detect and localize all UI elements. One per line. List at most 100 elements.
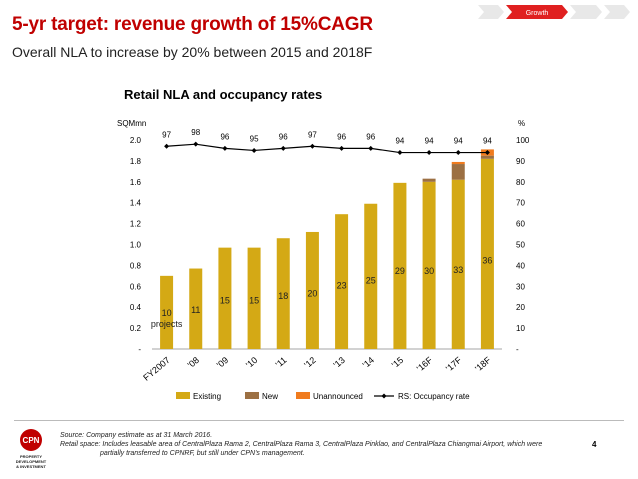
nav-step-growth[interactable] xyxy=(506,5,568,19)
x-tick-label: '09 xyxy=(215,355,230,370)
y-left-tick-label: 1.4 xyxy=(130,199,142,208)
bar-existing xyxy=(160,275,174,349)
legend-label: RS: Occupancy rate xyxy=(398,392,470,401)
y-right-tick-label: 100 xyxy=(516,136,530,145)
occupancy-label: 96 xyxy=(337,132,346,141)
x-tick-label: '18F xyxy=(473,355,493,374)
occupancy-point xyxy=(193,141,199,147)
page-number: 4 xyxy=(592,440,597,449)
y-right-tick-label: - xyxy=(516,345,519,354)
footnote-source: Source: Company estimate as at 31 March … xyxy=(60,432,213,439)
bar-existing xyxy=(218,247,232,349)
bar-project-count-label: 29 xyxy=(395,266,405,276)
bar-new xyxy=(422,178,436,182)
y-left-tick-label: 1.6 xyxy=(130,178,142,187)
y-left-tick-label: 0.2 xyxy=(130,324,142,333)
occupancy-point xyxy=(280,145,286,151)
legend-swatch-existing xyxy=(176,392,190,399)
nav-step-3[interactable] xyxy=(570,5,602,19)
nav-step-4[interactable] xyxy=(604,5,630,19)
x-tick-label: '11 xyxy=(274,355,289,370)
bar-project-count-label: 15 xyxy=(249,295,259,305)
occupancy-point xyxy=(455,150,461,156)
x-tick-label: '17F xyxy=(444,355,464,374)
y-left-tick-label: 0.8 xyxy=(130,261,142,270)
bar-project-count-label: 11 xyxy=(191,305,200,315)
bar-existing xyxy=(276,238,290,349)
occupancy-point xyxy=(426,150,432,156)
section-nav: Growth xyxy=(478,5,630,19)
bar-project-count-label: 10 xyxy=(162,308,172,318)
y-left-tick-label: 0.4 xyxy=(130,303,142,312)
bar-existing xyxy=(305,231,319,349)
footer-divider xyxy=(14,420,624,421)
nav-step-growth-label: Growth xyxy=(526,10,549,17)
bar-unannounced xyxy=(451,161,465,165)
bar-existing xyxy=(364,203,378,349)
y-left-tick-label: 1.8 xyxy=(130,157,142,166)
y-right-tick-label: 90 xyxy=(516,157,525,166)
cpn-logo-caption-3: & INVESTMENT xyxy=(16,464,46,469)
occupancy-label: 97 xyxy=(162,130,171,139)
bar-existing xyxy=(189,268,203,349)
bar-project-count-label: 18 xyxy=(278,291,288,301)
occupancy-point xyxy=(222,145,228,151)
bar-existing xyxy=(480,158,494,349)
legend-swatch-new xyxy=(245,392,259,399)
bar-project-count-label: 25 xyxy=(366,276,376,286)
y-right-tick-label: 70 xyxy=(516,199,525,208)
bar-project-count-label: 33 xyxy=(453,265,463,275)
occupancy-label: 96 xyxy=(220,132,229,141)
occupancy-label: 98 xyxy=(191,128,200,137)
occupancy-label: 97 xyxy=(308,130,317,139)
bar-existing xyxy=(247,247,261,349)
x-tick-label: '08 xyxy=(186,355,201,370)
occupancy-label: 96 xyxy=(366,132,375,141)
x-tick-label: '10 xyxy=(244,355,259,370)
bar-project-count-label: 20 xyxy=(307,288,317,298)
occupancy-point xyxy=(251,147,257,153)
occupancy-point xyxy=(164,143,170,149)
x-tick-label: '13 xyxy=(331,355,346,370)
x-tick-label: '14 xyxy=(361,355,376,370)
occupancy-point xyxy=(484,150,490,156)
y-axis-right-label: % xyxy=(518,119,525,128)
y-left-tick-label: 1.2 xyxy=(130,220,142,229)
y-right-tick-label: 30 xyxy=(516,282,525,291)
chart-title: Retail NLA and occupancy rates xyxy=(124,87,323,102)
footnote-note-line-2: partially transferred to CPNRF, but stil… xyxy=(100,450,305,457)
legend-marker-occupancy xyxy=(381,393,387,399)
x-tick-label: '15 xyxy=(390,355,405,370)
x-tick-label: FY2007 xyxy=(141,355,172,383)
legend-label: Existing xyxy=(193,392,221,401)
occupancy-line xyxy=(166,143,488,154)
footnote-note-line-1: Retail space: Includes leasable area of … xyxy=(60,441,543,448)
occupancy-label: 94 xyxy=(425,137,434,146)
y-left-tick-label: 2.0 xyxy=(130,136,142,145)
cpn-logo-caption-1: PROPERTY xyxy=(20,454,42,459)
bar-new xyxy=(451,164,465,180)
nav-step-1[interactable] xyxy=(478,5,504,19)
cpn-logo-caption-2: DEVELOPMENT xyxy=(16,459,47,464)
y-right-tick-label: 20 xyxy=(516,303,525,312)
bar-project-count-label: 30 xyxy=(424,266,434,276)
occupancy-label: 96 xyxy=(279,132,288,141)
occupancy-point xyxy=(397,150,403,156)
occupancy-label: 94 xyxy=(395,137,404,146)
bar-new xyxy=(480,155,494,159)
y-right-tick-label: 10 xyxy=(516,324,525,333)
occupancy-point xyxy=(339,145,345,151)
bar-project-count-label: 15 xyxy=(220,295,230,305)
legend-label: Unannounced xyxy=(313,392,363,401)
y-left-tick-label: - xyxy=(138,345,141,354)
bar-existing xyxy=(393,182,407,349)
page-title: 5-yr target: revenue growth of 15%CAGR xyxy=(12,14,373,35)
occupancy-point xyxy=(368,145,374,151)
occupancy-label: 94 xyxy=(483,137,492,146)
legend-swatch-unannounced xyxy=(296,392,310,399)
x-tick-label: '16F xyxy=(415,355,435,374)
occupancy-label: 95 xyxy=(250,134,259,143)
bar-existing xyxy=(335,214,349,349)
y-left-tick-label: 1.0 xyxy=(130,241,142,250)
bar-project-unit-label: projects xyxy=(151,319,183,329)
